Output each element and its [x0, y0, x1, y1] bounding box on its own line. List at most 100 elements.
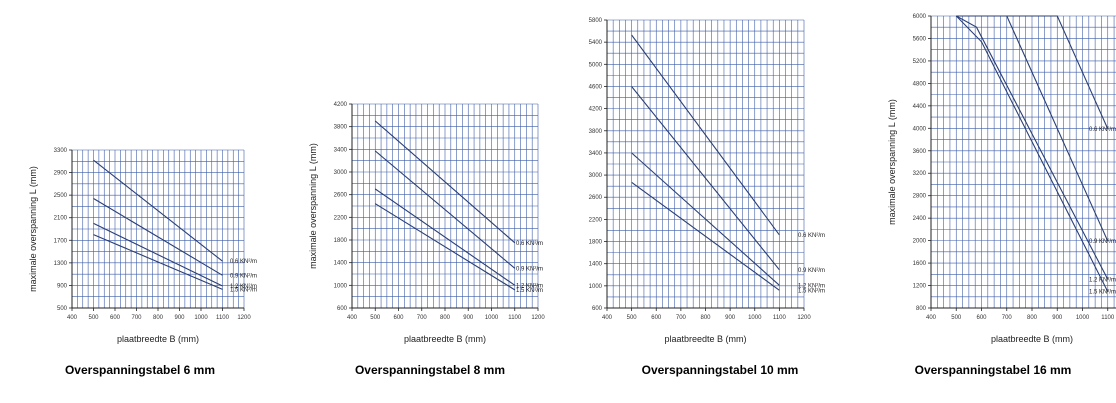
caption-8mm: Overspanningstabel 8 mm — [354, 363, 506, 377]
x-axis-label: plaatbreedte B (mm) — [117, 334, 199, 344]
y-tick-label: 2000 — [913, 239, 927, 245]
series-line — [631, 181, 780, 291]
y-tick-label: 1200 — [913, 284, 927, 290]
x-tick-label: 800 — [153, 315, 164, 321]
x-tick-label: 1000 — [194, 315, 208, 321]
x-tick-label: 500 — [88, 315, 99, 321]
chart-16mm: 4005006007008009001000110012008001200160… — [887, 14, 1116, 344]
x-tick-label: 1200 — [237, 315, 251, 321]
series-label: 0.9 KN²/m — [516, 266, 543, 272]
x-tick-label: 400 — [602, 315, 613, 321]
series-line — [631, 86, 780, 271]
x-tick-label: 1100 — [508, 315, 522, 321]
y-tick-label: 3800 — [334, 125, 348, 131]
series-line — [631, 152, 780, 286]
y-tick-label: 5600 — [913, 36, 927, 42]
series-line — [956, 15, 1109, 280]
series-line — [93, 222, 223, 287]
x-tick-label: 500 — [370, 315, 381, 321]
series-label: 1.2 KN²/m — [516, 283, 543, 289]
caption-16mm: Overspanningstabel 16 mm — [914, 363, 1072, 377]
x-tick-label: 900 — [174, 315, 185, 321]
series-label: 1.5 KN²/m — [230, 287, 257, 293]
y-tick-label: 1300 — [54, 261, 68, 267]
x-tick-label: 700 — [676, 315, 687, 321]
series-line — [631, 34, 780, 236]
y-tick-label: 2400 — [913, 216, 927, 222]
y-tick-label: 3400 — [589, 151, 603, 157]
series-line — [93, 234, 223, 290]
chart-panel-8mm: 400 500 600 700 800 900 1000 1100 1200 600 1000 140… — [290, 0, 570, 403]
y-tick-label: 1600 — [913, 261, 927, 267]
chart-panel-10mm: 400 500 600 700 800 900 1000 1100 1200 600 1000 140… — [580, 0, 860, 403]
y-tick-label: 5200 — [913, 59, 927, 65]
y-tick-label: 1700 — [54, 238, 68, 244]
y-tick-label: 3800 — [589, 129, 603, 135]
x-tick-label: 900 — [463, 315, 474, 321]
x-tick-label: 1000 — [1076, 315, 1090, 321]
series-label: 0.9 KN²/m — [1089, 239, 1116, 245]
chart-panel-16mm: 4005006007008009001000110012008001200160… — [868, 0, 1116, 403]
x-tick-label: 700 — [1002, 315, 1013, 321]
series-line — [374, 188, 516, 286]
series-line — [93, 159, 223, 262]
y-tick-label: 600 — [592, 306, 603, 312]
x-tick-label: 1100 — [1101, 315, 1115, 321]
x-tick-label: 500 — [951, 315, 962, 321]
x-axis-label: plaatbreedte B (mm) — [664, 334, 746, 344]
x-tick-label: 1000 — [485, 315, 499, 321]
series-label: 0.6 KN²/m — [230, 259, 257, 265]
x-tick-label: 400 — [67, 315, 78, 321]
x-tick-label: 1000 — [748, 315, 762, 321]
y-tick-label: 3200 — [913, 171, 927, 177]
y-tick-label: 5800 — [589, 18, 603, 24]
y-tick-label: 2500 — [54, 193, 68, 199]
y-axis-label: maximale overspanning L (mm) — [887, 99, 897, 225]
y-tick-label: 1800 — [589, 240, 603, 246]
x-tick-label: 700 — [131, 315, 142, 321]
caption-10mm: Overspanningstabel 10 mm — [641, 363, 799, 377]
x-tick-label: 800 — [700, 315, 711, 321]
y-tick-label: 4200 — [589, 107, 603, 113]
y-tick-label: 4400 — [913, 104, 927, 110]
y-tick-label: 3000 — [589, 173, 603, 179]
y-tick-label: 4200 — [334, 102, 348, 108]
series-line — [374, 120, 516, 244]
chart-10mm: 400 500 600 700 800 900 1000 1100 1200 600 1000 140… — [589, 18, 825, 344]
series-label: 0.6 KN²/m — [516, 241, 543, 247]
x-tick-label: 1200 — [797, 315, 811, 321]
x-tick-label: 600 — [393, 315, 404, 321]
x-tick-label: 900 — [725, 315, 736, 321]
chart-panel-6mm: 400 500 600 700 800 900 1000 1100 1200 500 900 1300… — [0, 0, 280, 403]
series-label: 1.5 KN²/m — [516, 288, 543, 294]
x-tick-label: 400 — [347, 315, 358, 321]
x-tick-label: 400 — [926, 315, 937, 321]
y-tick-label: 500 — [57, 306, 68, 312]
y-tick-label: 2200 — [334, 215, 348, 221]
x-tick-label: 800 — [440, 315, 451, 321]
series-line — [93, 198, 223, 276]
series-label: 0.9 KN²/m — [230, 273, 257, 279]
y-tick-label: 1400 — [334, 261, 348, 267]
y-tick-label: 2200 — [589, 217, 603, 223]
series-label: 1.2 KN²/m — [230, 284, 257, 290]
y-tick-label: 3600 — [913, 149, 927, 155]
x-axis-label: plaatbreedte B (mm) — [991, 334, 1073, 344]
y-tick-label: 2800 — [913, 194, 927, 200]
y-tick-label: 600 — [337, 306, 348, 312]
y-tick-label: 4800 — [913, 81, 927, 87]
series-label: 0.6 KN²/m — [798, 233, 825, 239]
caption-6mm: Overspanningstabel 6 mm — [64, 363, 216, 377]
chart-6mm: 400 500 600 700 800 900 1000 1100 1200 500 900 1300… — [28, 148, 257, 344]
series-label: 1.2 KN²/m — [798, 283, 825, 289]
x-tick-label: 600 — [651, 315, 662, 321]
y-axis-label: maximale overspanning L (mm) — [28, 166, 38, 292]
x-tick-label: 600 — [976, 315, 987, 321]
y-tick-label: 3300 — [54, 148, 68, 154]
y-tick-label: 2900 — [54, 171, 68, 177]
series-label: 1.5 KN²/m — [1089, 290, 1116, 296]
y-tick-label: 900 — [57, 283, 68, 289]
x-tick-label: 500 — [627, 315, 638, 321]
y-tick-label: 4600 — [589, 84, 603, 90]
x-tick-label: 700 — [417, 315, 428, 321]
